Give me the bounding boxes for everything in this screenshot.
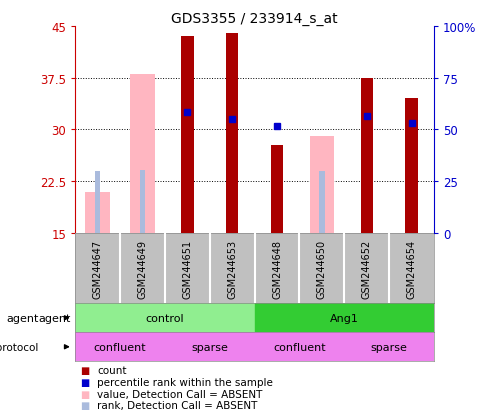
Text: agent: agent bbox=[6, 313, 39, 323]
Bar bbox=[130, 75, 154, 233]
Text: GSM244647: GSM244647 bbox=[92, 239, 103, 298]
Bar bbox=[85, 192, 110, 233]
Text: sparse: sparse bbox=[370, 342, 407, 352]
Bar bbox=[360, 78, 372, 233]
Title: GDS3355 / 233914_s_at: GDS3355 / 233914_s_at bbox=[171, 12, 337, 26]
Bar bbox=[181, 37, 193, 233]
Text: count: count bbox=[97, 366, 126, 375]
Text: GSM244652: GSM244652 bbox=[361, 239, 371, 298]
Text: control: control bbox=[145, 313, 184, 323]
Text: GSM244654: GSM244654 bbox=[406, 239, 416, 298]
Bar bbox=[165, 332, 254, 361]
Text: rank, Detection Call = ABSENT: rank, Detection Call = ABSENT bbox=[97, 400, 257, 410]
Bar bbox=[75, 332, 165, 361]
Text: GSM244651: GSM244651 bbox=[182, 239, 192, 298]
Bar bbox=[274, 170, 279, 233]
Text: growth protocol: growth protocol bbox=[0, 342, 39, 352]
Text: Ang1: Ang1 bbox=[329, 313, 358, 323]
Text: sparse: sparse bbox=[191, 342, 228, 352]
Text: ■: ■ bbox=[80, 366, 89, 375]
Bar bbox=[309, 137, 333, 233]
Text: percentile rank within the sample: percentile rank within the sample bbox=[97, 377, 272, 387]
Text: ■: ■ bbox=[80, 389, 89, 399]
Bar bbox=[344, 332, 433, 361]
Bar bbox=[139, 170, 145, 233]
Bar bbox=[405, 99, 417, 233]
Bar bbox=[318, 171, 324, 233]
Text: GSM244649: GSM244649 bbox=[137, 239, 147, 298]
Bar bbox=[254, 332, 344, 361]
Bar bbox=[270, 145, 283, 233]
Text: value, Detection Call = ABSENT: value, Detection Call = ABSENT bbox=[97, 389, 262, 399]
Text: GSM244653: GSM244653 bbox=[227, 239, 237, 298]
Bar bbox=[95, 171, 100, 233]
Text: agent: agent bbox=[38, 313, 70, 323]
Bar bbox=[226, 34, 238, 233]
Text: ■: ■ bbox=[80, 377, 89, 387]
Text: ■: ■ bbox=[80, 400, 89, 410]
Bar bbox=[75, 304, 254, 332]
Text: GSM244648: GSM244648 bbox=[272, 239, 282, 298]
Bar bbox=[254, 304, 433, 332]
Text: GSM244650: GSM244650 bbox=[316, 239, 326, 298]
Text: confluent: confluent bbox=[93, 342, 146, 352]
Text: confluent: confluent bbox=[272, 342, 325, 352]
